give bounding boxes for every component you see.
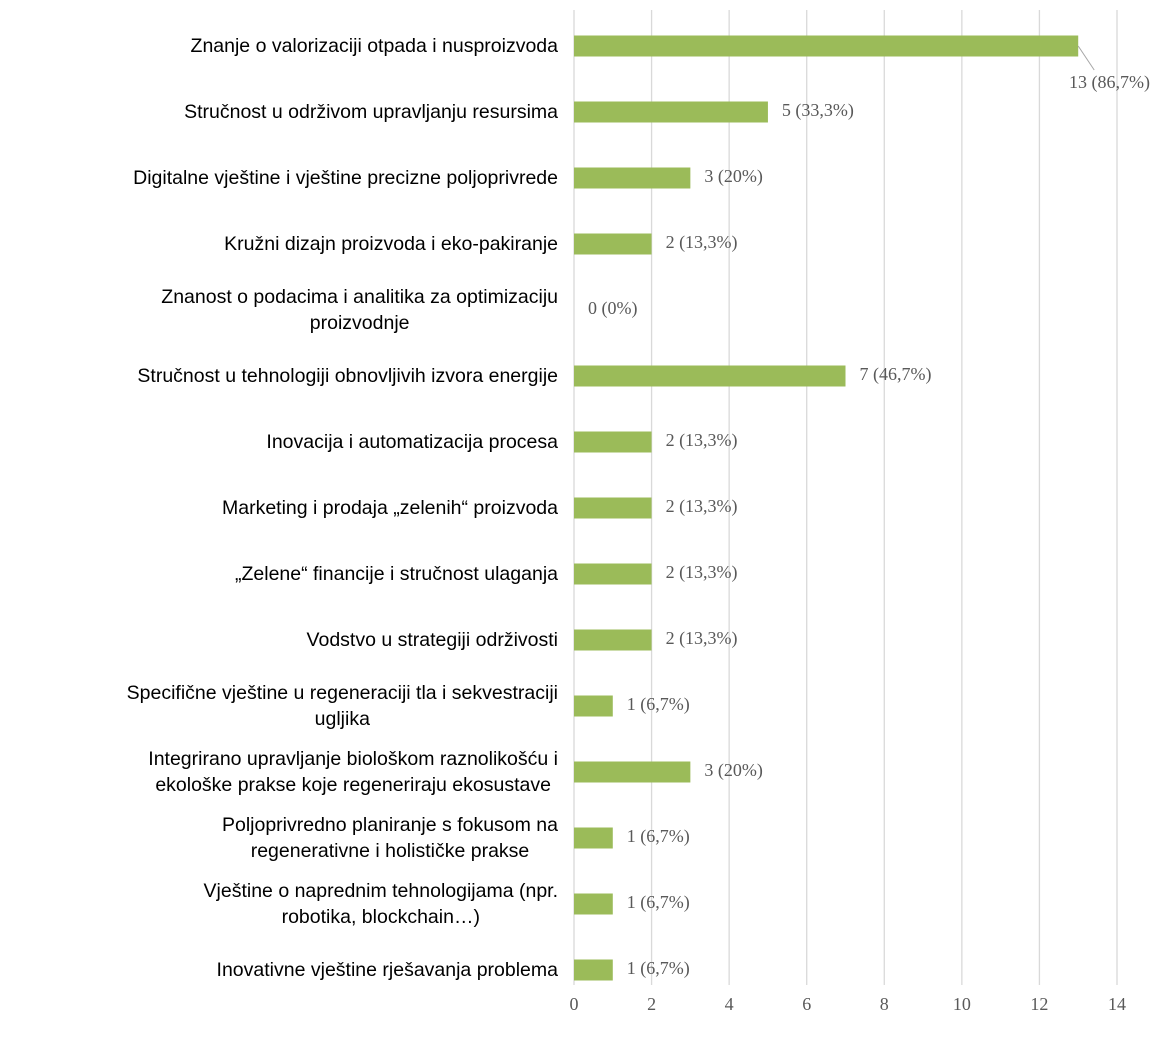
category-label: Vodstvo u strategiji održivosti xyxy=(307,627,558,653)
category-text: Stručnost u održivom upravljanju resursi… xyxy=(184,101,558,123)
bar xyxy=(574,959,613,981)
category-label: Stručnost u tehnologiji obnovljivih izvo… xyxy=(137,363,558,389)
x-tick-label: 14 xyxy=(1108,994,1126,1014)
category-text: Vodstvo u strategiji održivosti xyxy=(306,629,558,651)
category-text: Specifične vještine u regeneraciji tla i… xyxy=(126,682,558,730)
category-text: „Zelene“ financije i stručnost ulaganja xyxy=(234,563,558,585)
value-label: 1 (6,7%) xyxy=(627,826,690,847)
value-label: 5 (33,3%) xyxy=(782,100,854,121)
category-text: Inovacija i automatizacija procesa xyxy=(266,431,558,453)
x-tick-label: 2 xyxy=(647,994,656,1014)
category-label: Specifične vještine u regeneraciji tla i… xyxy=(127,680,558,732)
category-label: Znanost o podacima i analitika za optimi… xyxy=(161,284,558,336)
value-label: 2 (13,3%) xyxy=(666,232,738,253)
bar xyxy=(574,893,613,915)
bar xyxy=(574,497,652,519)
bar xyxy=(574,101,768,123)
bar xyxy=(574,761,691,783)
category-label: Digitalne vještine i vještine precizne p… xyxy=(133,165,558,191)
category-label: Marketing i prodaja „zelenih“ proizvoda xyxy=(222,495,558,521)
value-label: 2 (13,3%) xyxy=(666,562,738,583)
value-label: 7 (46,7%) xyxy=(860,364,932,385)
category-label: Znanje o valorizaciji otpada i nusproizv… xyxy=(191,33,558,59)
x-tick-label: 6 xyxy=(802,994,811,1014)
value-label: 3 (20%) xyxy=(704,166,762,187)
category-text: Inovativne vještine rješavanja problema xyxy=(216,959,558,981)
category-text: Integrirano upravljanje biološkom raznol… xyxy=(148,748,558,796)
bar xyxy=(574,35,1079,57)
value-label: 2 (13,3%) xyxy=(666,628,738,649)
category-label: Integrirano upravljanje biološkom raznol… xyxy=(148,746,558,798)
value-label: 1 (6,7%) xyxy=(627,892,690,913)
category-text: Vještine o naprednim tehnologijama (npr.… xyxy=(203,880,558,928)
value-label: 2 (13,3%) xyxy=(666,430,738,451)
leader-line xyxy=(1077,45,1095,71)
category-label: Kružni dizajn proizvoda i eko-pakiranje xyxy=(224,231,558,257)
category-text: Znanost o podacima i analitika za optimi… xyxy=(161,286,558,334)
category-text: Kružni dizajn proizvoda i eko-pakiranje xyxy=(224,233,558,255)
category-label: Vještine o naprednim tehnologijama (npr.… xyxy=(204,878,558,930)
value-label: 2 (13,3%) xyxy=(666,496,738,517)
value-label: 3 (20%) xyxy=(704,760,762,781)
bar xyxy=(574,233,652,255)
bar xyxy=(574,563,652,585)
category-label: Inovacija i automatizacija procesa xyxy=(266,429,558,455)
x-tick-label: 10 xyxy=(953,994,971,1014)
x-tick-label: 8 xyxy=(880,994,889,1014)
bar xyxy=(574,629,652,651)
x-tick-label: 0 xyxy=(570,994,579,1014)
value-label: 1 (6,7%) xyxy=(627,694,690,715)
bar xyxy=(574,827,613,849)
x-tick-label: 4 xyxy=(725,994,734,1014)
category-text: Poljoprivredno planiranje s fokusom na r… xyxy=(221,814,558,862)
x-tick-label: 12 xyxy=(1030,994,1048,1014)
value-label: 1 (6,7%) xyxy=(627,958,690,979)
category-label: Poljoprivredno planiranje s fokusom na r… xyxy=(222,812,558,864)
bar xyxy=(574,431,652,453)
category-label: „Zelene“ financije i stručnost ulaganja xyxy=(235,561,558,587)
category-text: Znanje o valorizaciji otpada i nusproizv… xyxy=(190,35,558,57)
category-label: Inovativne vještine rješavanja problema xyxy=(217,957,558,983)
category-text: Marketing i prodaja „zelenih“ proizvoda xyxy=(221,497,558,519)
value-label: 13 (86,7%) xyxy=(1069,72,1150,93)
category-text: Digitalne vještine i vještine precizne p… xyxy=(133,167,558,189)
bar xyxy=(574,365,846,387)
bar xyxy=(574,695,613,717)
value-label: 0 (0%) xyxy=(588,298,637,319)
bar xyxy=(574,167,691,189)
category-label: Stručnost u održivom upravljanju resursi… xyxy=(184,99,558,125)
category-text: Stručnost u tehnologiji obnovljivih izvo… xyxy=(137,365,558,387)
